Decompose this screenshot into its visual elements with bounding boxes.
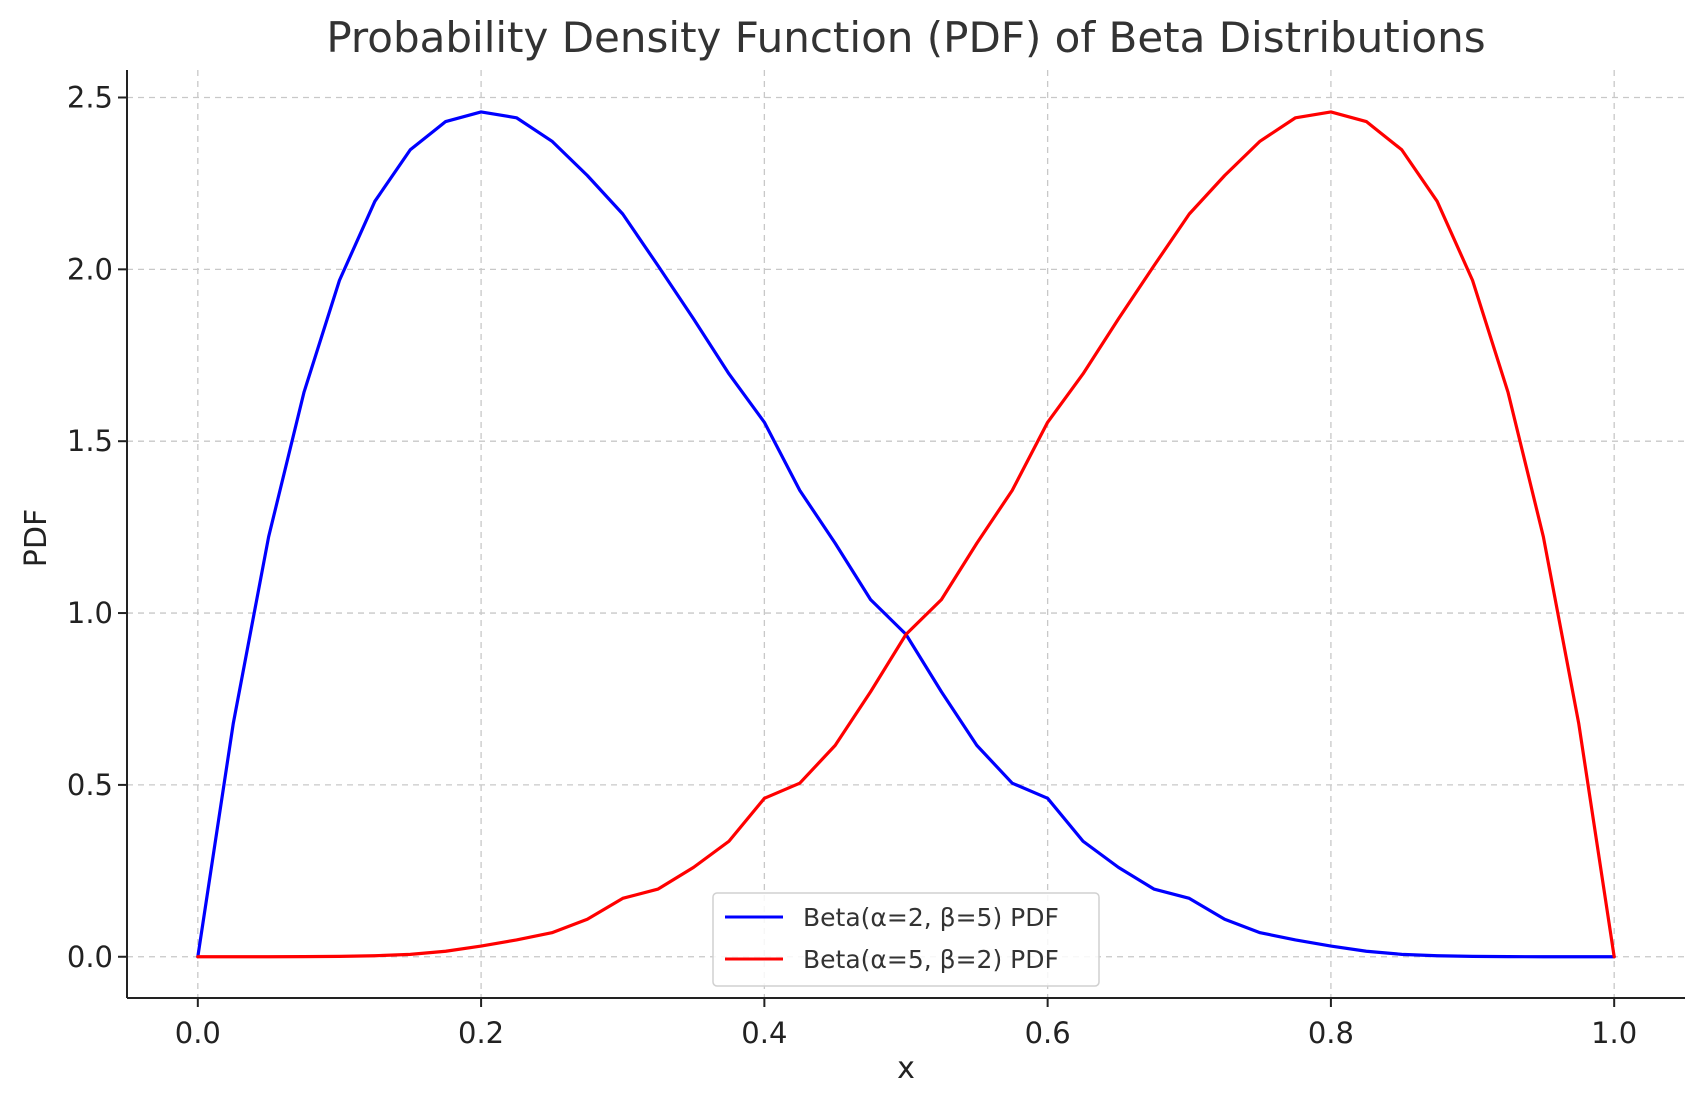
x-tick-label: 0.8	[1308, 1016, 1354, 1050]
x-tick-label: 0.4	[741, 1016, 787, 1050]
y-tick-label: 2.0	[67, 252, 113, 286]
legend-label-beta-2-5: Beta(α=2, β=5) PDF	[803, 903, 1059, 932]
chart-title: Probability Density Function (PDF) of Be…	[326, 13, 1485, 62]
y-axis-label: PDF	[19, 509, 54, 567]
grid	[127, 70, 1685, 998]
y-tick-label: 0.5	[67, 768, 113, 802]
y-tick-label: 1.0	[67, 596, 113, 630]
x-tick-label: 0.6	[1025, 1016, 1071, 1050]
axes	[126, 70, 1685, 999]
legend-box	[712, 892, 1100, 987]
y-tick-label: 2.5	[67, 80, 113, 114]
x-tick-label: 0.0	[175, 1016, 221, 1050]
y-tick-label: 1.5	[67, 424, 113, 458]
x-axis-label: x	[897, 1051, 915, 1086]
ticks: 0.0 0.2 0.4 0.6 0.8 1.0 0.0 0.5 1.0 1.5 2.0 2.5	[67, 80, 1637, 1050]
legend: Beta(α=2, β=5) PDF Beta(α=5, β=2) PDF	[712, 892, 1100, 987]
series-line-1	[196, 110, 1616, 959]
y-tick-label: 0.0	[67, 940, 113, 974]
series-layer	[196, 110, 1616, 959]
legend-label-beta-5-2: Beta(α=5, β=2) PDF	[803, 945, 1059, 974]
series-line-0	[196, 110, 1616, 959]
x-tick-label: 0.2	[458, 1016, 504, 1050]
x-tick-label: 1.0	[1591, 1016, 1637, 1050]
